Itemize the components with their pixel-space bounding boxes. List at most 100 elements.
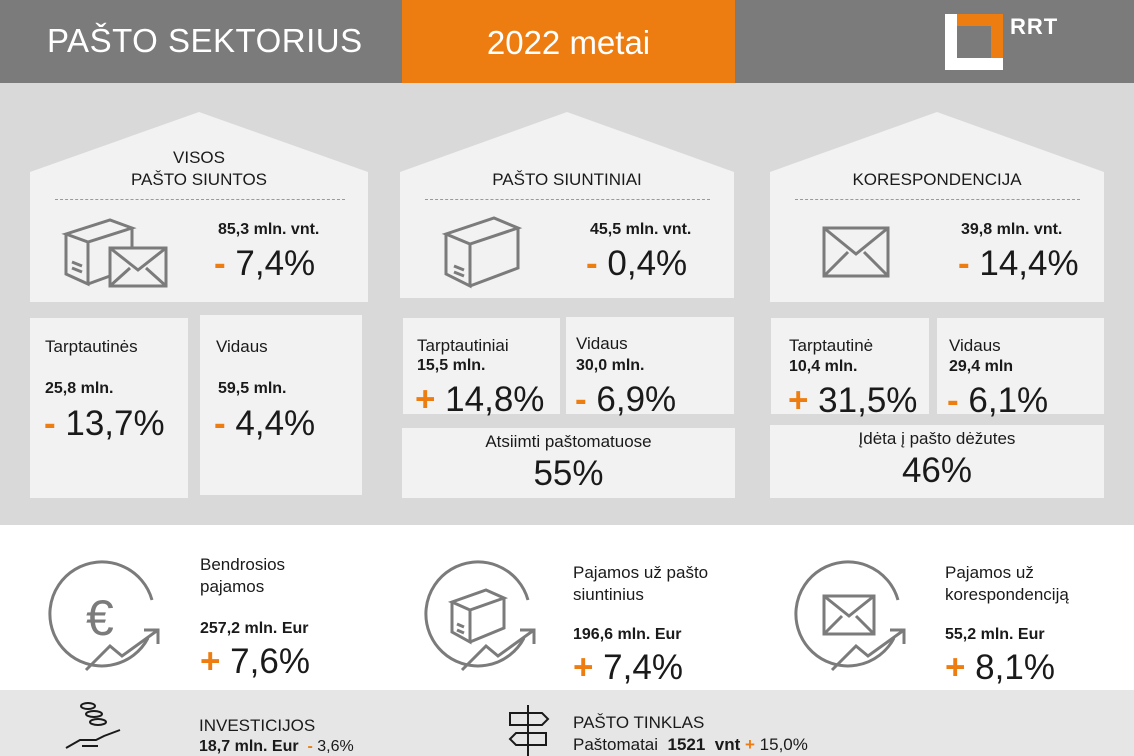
correspondence-domestic-card: Vidaus 29,4 mln - 6,1%: [937, 318, 1104, 420]
label-line1: Bendrosios: [200, 555, 286, 574]
investments-line: 18,7 mln. Eur - 3,6%: [199, 738, 354, 756]
correspondence-international-card: Tarptautinė 10,4 mln. + 31,5%: [771, 318, 929, 420]
change-sign: +: [788, 381, 809, 420]
logo-text: RRT: [1010, 14, 1059, 39]
card-value: 29,4 mln: [949, 358, 1014, 375]
change-sign: +: [573, 648, 594, 687]
investments-value: 18,7 mln. Eur: [199, 738, 299, 755]
change-sign: -: [958, 244, 970, 283]
all-mail-international-card: Tarptautinės 25,8 mln. - 13,7%: [30, 318, 188, 498]
parcel-box-icon: [441, 216, 523, 289]
card-label: Tarptautinė: [789, 336, 874, 355]
label-line1: Pajamos už: [945, 563, 1034, 582]
network-label: Paštomatai: [573, 735, 659, 754]
label-line2: korespondenciją: [945, 585, 1069, 604]
change-value: 3,6%: [312, 738, 354, 755]
card-label: Vidaus: [949, 336, 1001, 355]
card-label: Tarptautiniai: [417, 336, 509, 355]
parcels-international-card: Tarptautiniai 15,5 mln. + 14,8%: [403, 318, 560, 419]
parcels-volume: 45,5 mln. vnt.: [590, 221, 692, 238]
parcel-revenue-value: 196,6 mln. Eur: [573, 626, 682, 643]
parcels-change: - 0,4%: [586, 244, 687, 284]
correspondence-change: - 14,4%: [958, 244, 1079, 284]
house-title-line2: PAŠTO SIUNTINIAI: [492, 170, 642, 189]
change-sign: -: [586, 244, 598, 283]
change-value: 13,7%: [55, 404, 165, 443]
box-and-envelope-icon: [61, 218, 168, 288]
network-title: PAŠTO TINKLAS: [573, 713, 705, 732]
change-value: 7,4%: [225, 244, 316, 283]
card-label: Vidaus: [576, 334, 628, 353]
house-title-line2: PAŠTO SIUNTOS: [130, 170, 268, 189]
parcel-lockers-card: Atsiimti paštomatuose 55%: [402, 428, 735, 498]
correspondence-revenue-value: 55,2 mln. Eur: [945, 626, 1045, 643]
rrt-logo-icon: [945, 14, 1003, 70]
page-title: PAŠTO SEKTORIUS: [47, 22, 363, 59]
change-value: 14,4%: [969, 244, 1079, 283]
card-label: Tarptautinės: [45, 337, 138, 356]
parcels-domestic-card: Vidaus 30,0 mln. - 6,9%: [566, 317, 734, 419]
card-change: - 13,7%: [44, 404, 165, 444]
all-mail-volume: 85,3 mln. vnt.: [218, 221, 320, 238]
parcel-revenue-change: + 7,4%: [573, 648, 683, 688]
all-mail-domestic-card: Vidaus 59,5 mln. - 4,4%: [200, 315, 362, 495]
euro-growth-icon: €: [48, 560, 160, 672]
card-value: 25,8 mln.: [45, 380, 114, 397]
label-line2: pajamos: [200, 577, 265, 596]
change-sign: -: [44, 404, 56, 443]
house-title-all-mail: VISOS PAŠTO SIUNTOS: [30, 147, 368, 191]
correspondence-revenue-change: + 8,1%: [945, 648, 1055, 688]
change-value: 6,1%: [958, 381, 1049, 420]
coins-hand-icon: [65, 702, 121, 749]
label-line1: Pajamos už pašto: [573, 563, 709, 582]
parcel-revenue-label: Pajamos už pašto siuntinius: [573, 562, 708, 606]
bottom-strip: [0, 690, 1134, 756]
card-change: - 6,1%: [947, 381, 1048, 421]
card-label: Įdėta į pašto dėžutes: [858, 429, 1016, 448]
change-sign: -: [214, 404, 226, 443]
network-count: 1521: [667, 735, 706, 754]
card-change: - 6,9%: [575, 380, 676, 420]
change-value: 4,4%: [225, 404, 316, 443]
change-value: 7,4%: [593, 648, 683, 687]
change-value: 0,4%: [597, 244, 688, 283]
network-unit: vnt: [714, 735, 741, 754]
change-value: 15,0%: [754, 735, 808, 754]
change-value: 31,5%: [808, 381, 918, 420]
change-value: 7,6%: [220, 642, 310, 681]
parcel-growth-icon: [424, 560, 536, 672]
signpost-icon: [508, 705, 550, 756]
envelope-icon: [822, 226, 890, 278]
change-sign: -: [575, 380, 587, 419]
house-card-correspondence: [770, 112, 1104, 302]
card-label: Atsiimti paštomatuose: [485, 432, 652, 451]
all-mail-change: - 7,4%: [214, 244, 315, 284]
network-change: + 15,0%: [745, 735, 808, 754]
mailboxes-card: Įdėta į pašto dėžutes 46%: [770, 425, 1104, 498]
correspondence-volume: 39,8 mln. vnt.: [961, 221, 1063, 238]
card-change: + 31,5%: [788, 381, 917, 421]
divider: [55, 199, 345, 200]
change-sign: -: [947, 381, 959, 420]
change-sign: +: [415, 380, 436, 419]
correspondence-revenue-label: Pajamos už korespondenciją: [945, 562, 1069, 606]
house-title-line2: KORESPONDENCIJA: [852, 170, 1022, 189]
total-revenue-label: Bendrosios pajamos: [200, 554, 285, 598]
card-value: 59,5 mln.: [218, 380, 287, 397]
change-sign: +: [945, 648, 966, 687]
label-line2: siuntinius: [573, 585, 644, 604]
card-value: 10,4 mln.: [789, 358, 858, 375]
house-card-parcels: [400, 112, 734, 298]
card-value: 15,5 mln.: [417, 357, 486, 374]
house-title-line1: VISOS: [173, 148, 225, 167]
divider: [425, 199, 710, 200]
card-change: + 14,8%: [415, 380, 544, 420]
envelope-growth-icon: [794, 560, 906, 672]
card-label: Vidaus: [216, 337, 268, 356]
change-sign: -: [307, 738, 313, 755]
change-sign: +: [745, 735, 755, 754]
change-value: 6,9%: [586, 380, 677, 419]
svg-text:€: €: [86, 590, 114, 646]
card-value: 30,0 mln.: [576, 357, 645, 374]
investments-change: - 3,6%: [307, 738, 353, 755]
